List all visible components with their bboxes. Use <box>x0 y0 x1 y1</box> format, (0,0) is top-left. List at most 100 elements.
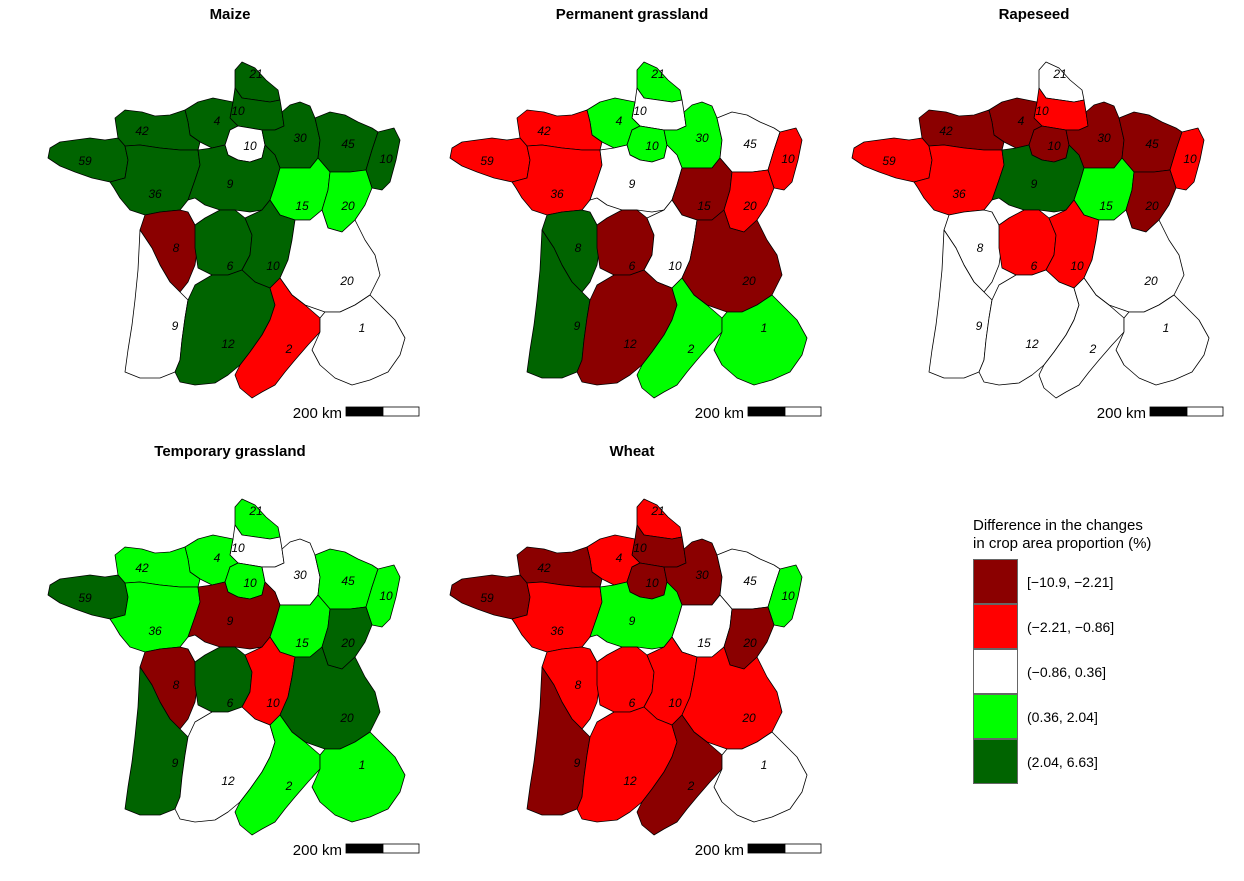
region-paca <box>311 731 406 823</box>
scale-bar-label: 200 km <box>293 842 342 859</box>
region-label-bretagne: 59 <box>78 591 92 605</box>
region-label-lorraine: 45 <box>341 574 355 588</box>
region-label-centre: 9 <box>629 614 636 628</box>
region-label-auvergne: 10 <box>668 259 682 273</box>
region-label-languedoc: 2 <box>285 779 293 793</box>
region-label-haute-normandie: 4 <box>1018 114 1025 128</box>
region-label-paca: 1 <box>1163 321 1170 335</box>
region-label-lorraine: 45 <box>743 574 757 588</box>
legend-title-line-1: Difference in the changes <box>973 517 1143 534</box>
region-label-champagne: 30 <box>293 131 307 145</box>
region-label-haute-normandie: 4 <box>214 114 221 128</box>
region-label-bourgogne: 15 <box>295 636 309 650</box>
region-label-bretagne: 59 <box>78 154 92 168</box>
region-label-franche-comte: 20 <box>1144 199 1159 213</box>
legend-item: (−2.21, −0.86] <box>973 604 1233 649</box>
region-label-basse-normandie: 42 <box>135 124 149 138</box>
region-label-basse-normandie: 42 <box>939 124 953 138</box>
region-label-rhone-alpes: 20 <box>741 274 756 288</box>
region-label-poitou: 8 <box>173 241 180 255</box>
region-label-pays-de-la-loire: 36 <box>952 187 966 201</box>
region-label-aquitaine: 9 <box>172 319 179 333</box>
region-label-haute-normandie: 4 <box>616 551 623 565</box>
region-label-poitou: 8 <box>575 241 582 255</box>
scale-bar-label: 200 km <box>1097 405 1146 422</box>
region-languedoc <box>234 277 321 399</box>
region-label-alsace: 10 <box>781 152 795 166</box>
region-label-nord: 21 <box>650 67 664 81</box>
region-label-lorraine: 45 <box>341 137 355 151</box>
legend-label: (−2.21, −0.86] <box>1027 618 1115 635</box>
region-alsace <box>365 564 401 628</box>
region-label-aquitaine: 9 <box>172 756 179 770</box>
region-label-paca: 1 <box>359 321 366 335</box>
region-label-centre: 9 <box>629 177 636 191</box>
region-label-midi-pyrenees: 12 <box>623 774 637 788</box>
region-label-basse-normandie: 42 <box>537 124 551 138</box>
region-label-champagne: 30 <box>293 568 307 582</box>
region-label-picardie: 10 <box>633 104 647 118</box>
scale-bar-white-segment <box>1186 406 1224 417</box>
region-label-franche-comte: 20 <box>340 199 355 213</box>
legend-label: (0.36, 2.04] <box>1027 708 1098 725</box>
region-label-languedoc: 2 <box>687 779 695 793</box>
scale-bar-label: 200 km <box>293 405 342 422</box>
scale-bar-white-segment <box>784 843 822 854</box>
region-label-paca: 1 <box>761 321 768 335</box>
region-label-nord: 21 <box>650 504 664 518</box>
scale-bar-white-segment <box>382 406 420 417</box>
region-label-aquitaine: 9 <box>574 319 581 333</box>
scale-bar-black-segment <box>747 406 786 417</box>
region-alsace <box>365 127 401 191</box>
region-label-limousin: 6 <box>1031 259 1038 273</box>
region-label-bourgogne: 15 <box>697 199 711 213</box>
region-limousin <box>194 209 253 276</box>
region-label-nord: 21 <box>248 67 262 81</box>
region-label-limousin: 6 <box>629 696 636 710</box>
region-label-rhone-alpes: 20 <box>1143 274 1158 288</box>
region-label-franche-comte: 20 <box>742 636 757 650</box>
scale-bar-label: 200 km <box>695 405 744 422</box>
legend-item: [−10.9, −2.21] <box>973 559 1233 604</box>
scale-bar-label: 200 km <box>695 842 744 859</box>
region-label-poitou: 8 <box>575 678 582 692</box>
region-label-ile-de-france: 10 <box>243 139 257 153</box>
region-label-picardie: 10 <box>633 541 647 555</box>
region-label-limousin: 6 <box>629 259 636 273</box>
region-label-rhone-alpes: 20 <box>339 274 354 288</box>
legend-item: (0.36, 2.04] <box>973 694 1233 739</box>
map-legend: Difference in the changes in crop area p… <box>973 517 1233 784</box>
region-alsace <box>767 564 803 628</box>
region-label-alsace: 10 <box>379 152 393 166</box>
legend-item: (−0.86, 0.36] <box>973 649 1233 694</box>
region-label-picardie: 10 <box>231 541 245 555</box>
region-label-auvergne: 10 <box>668 696 682 710</box>
region-languedoc <box>636 714 723 836</box>
region-label-lorraine: 45 <box>743 137 757 151</box>
region-label-languedoc: 2 <box>1089 342 1097 356</box>
panel-title: Rapeseed <box>998 6 1070 23</box>
region-label-pays-de-la-loire: 36 <box>148 624 162 638</box>
legend-label: (2.04, 6.63] <box>1027 753 1098 770</box>
region-label-centre: 9 <box>227 614 234 628</box>
region-label-paca: 1 <box>359 758 366 772</box>
region-label-basse-normandie: 42 <box>537 561 551 575</box>
region-label-franche-comte: 20 <box>340 636 355 650</box>
region-languedoc <box>636 277 723 399</box>
region-limousin <box>596 646 655 713</box>
region-label-ile-de-france: 10 <box>645 576 659 590</box>
scale-bar-black-segment <box>1149 406 1188 417</box>
region-label-midi-pyrenees: 12 <box>623 337 637 351</box>
region-label-picardie: 10 <box>1035 104 1049 118</box>
region-label-limousin: 6 <box>227 259 234 273</box>
legend-title-line-2: in crop area proportion (%) <box>973 535 1152 552</box>
region-label-pays-de-la-loire: 36 <box>148 187 162 201</box>
scale-bar-white-segment <box>382 843 420 854</box>
scale-bar-black-segment <box>345 406 384 417</box>
region-label-ile-de-france: 10 <box>243 576 257 590</box>
panel-title: Maize <box>209 6 251 23</box>
